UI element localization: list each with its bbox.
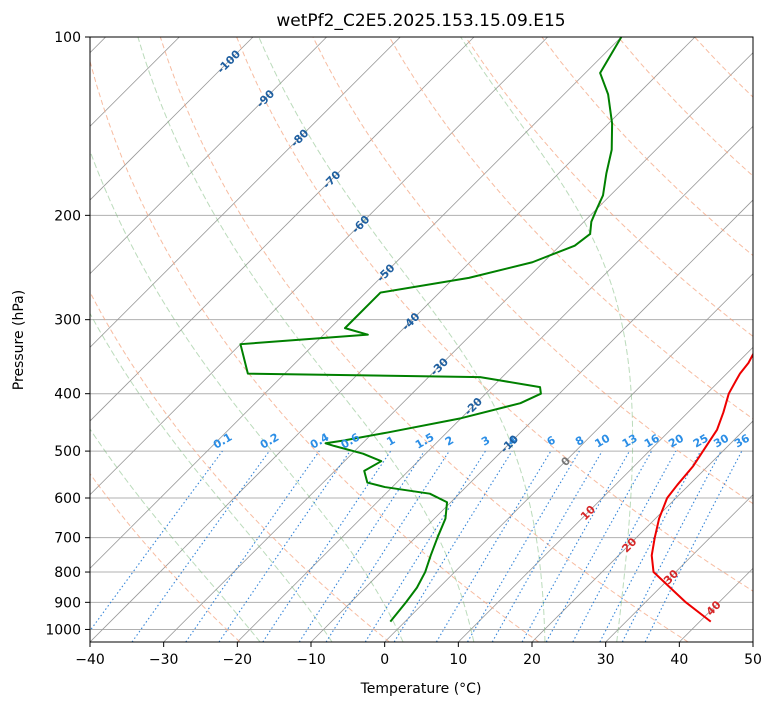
mixing-ratio-lines (90, 450, 743, 642)
moist-adiabat (258, 37, 546, 642)
moist-adiabat (90, 149, 404, 642)
x-tick-label: 30 (597, 652, 615, 668)
dry-adiabat (90, 472, 241, 642)
isotherm-line (90, 37, 548, 496)
y-tick-label: 200 (54, 208, 81, 224)
x-axis-ticks: −40 −30 −20 −10 0 10 20 30 40 50 (75, 642, 762, 668)
isotherm-line (163, 52, 753, 642)
mixing-ratio-line (572, 450, 677, 642)
mixing-ratio-line (521, 450, 630, 642)
x-tick-label: −30 (149, 652, 179, 668)
isotherm-line (605, 494, 753, 642)
y-tick-label: 800 (54, 565, 81, 581)
isotherm-line (90, 37, 696, 642)
x-tick-label: 40 (670, 652, 688, 668)
y-tick-label: 500 (54, 444, 81, 460)
isotherm-line (531, 420, 753, 642)
y-axis-ticks: 100 200 300 400 500 600 700 800 900 1000 (45, 30, 90, 638)
mixing-ratio-line (545, 450, 653, 642)
y-tick-label: 300 (54, 313, 81, 329)
y-tick-label: 700 (54, 531, 81, 547)
dry-adiabat (90, 59, 540, 642)
pressure-grid (90, 37, 753, 630)
x-tick-label: 0 (380, 652, 389, 668)
x-tick-label: −40 (75, 652, 105, 668)
isotherm-line (237, 125, 753, 642)
y-axis-label: Pressure (hPa) (11, 290, 27, 390)
x-tick-label: 50 (744, 652, 762, 668)
mixing-ratio-line (90, 450, 223, 632)
mixing-ratio-line (131, 450, 270, 642)
mixing-ratio-line (644, 450, 743, 642)
moist-adiabat (137, 37, 475, 642)
y-tick-label: 600 (54, 491, 81, 507)
dewpoint-trace (239, 37, 623, 623)
x-tick-label: −10 (296, 652, 326, 668)
y-tick-label: 400 (54, 387, 81, 403)
dry-adiabat (236, 37, 753, 592)
dry-adiabat (90, 291, 390, 642)
isotherm-line (384, 273, 753, 642)
mixing-ratio-line (325, 450, 450, 642)
x-tick-label: −20 (223, 652, 253, 668)
dry-adiabat (159, 37, 689, 642)
chart-title: wetPf2_C2E5.2025.153.15.09.E15 (276, 11, 565, 31)
isotherm-line (90, 37, 327, 275)
isotherm-line (310, 199, 753, 642)
dry-adiabat-lines (90, 37, 753, 642)
mixing-ratio-line (218, 450, 351, 642)
x-tick-label: 10 (449, 652, 467, 668)
isotherm-line (90, 37, 475, 422)
y-tick-label: 100 (54, 30, 81, 46)
isotherm-line (90, 37, 401, 348)
isotherm-lines (90, 37, 753, 642)
isotherm-line (90, 37, 622, 569)
isotherm-line (458, 346, 753, 642)
mixing-ratio-line (262, 450, 392, 642)
mixing-ratio-line (298, 450, 425, 642)
temperature-trace (650, 352, 753, 623)
y-tick-label: 900 (54, 595, 81, 611)
y-tick-label: 1000 (45, 622, 81, 638)
moist-adiabat (90, 428, 261, 642)
x-tick-label: 20 (523, 652, 541, 668)
plot-frame (89, 36, 754, 643)
x-axis-label: Temperature (°C) (360, 681, 482, 697)
mixing-ratio-line (393, 450, 513, 642)
sounding-traces (239, 37, 753, 623)
isotherm-line (90, 37, 254, 201)
mixing-ratio-line (185, 450, 320, 642)
